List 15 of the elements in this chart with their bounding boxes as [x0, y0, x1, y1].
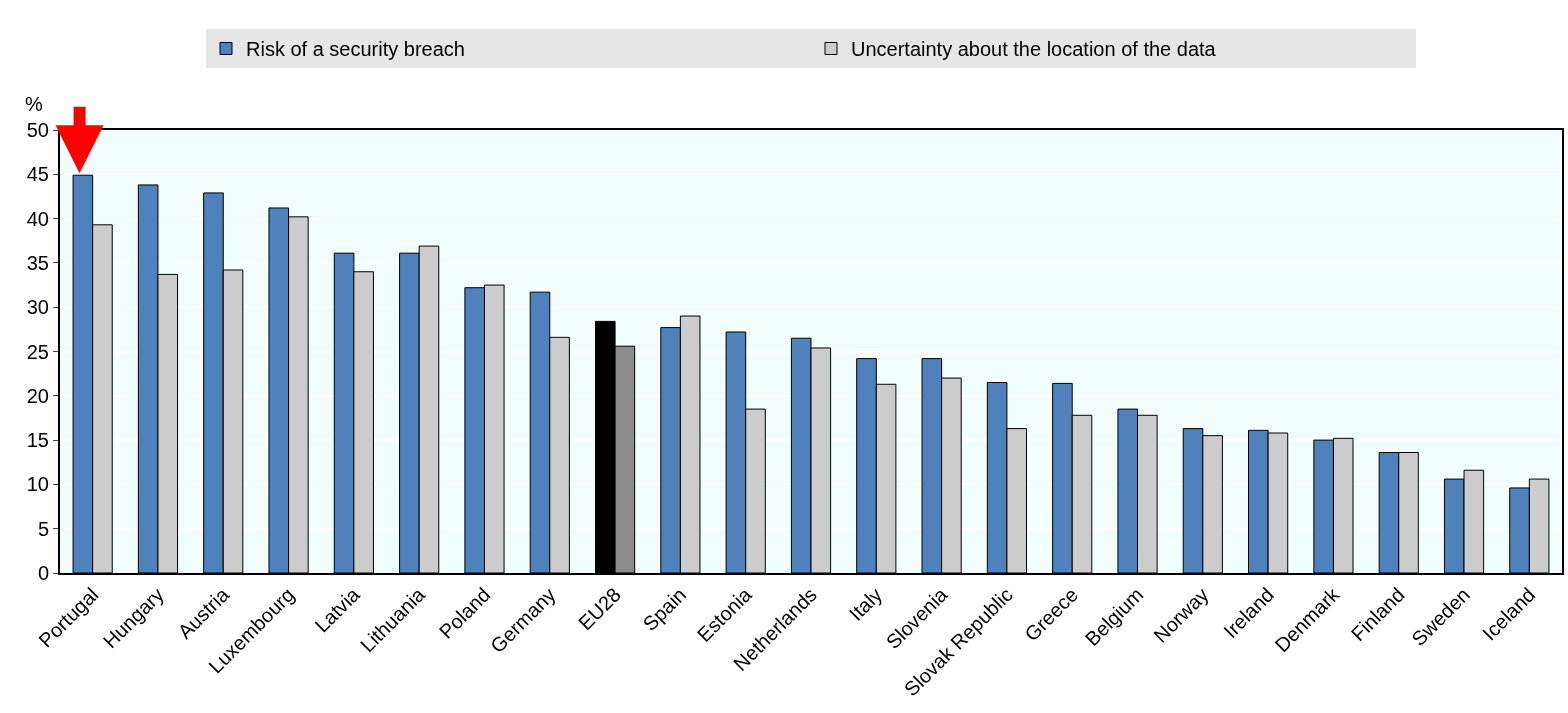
y-tick-label: 15: [26, 429, 49, 452]
y-tick-label: 45: [26, 163, 49, 186]
y-tick-label: 0: [37, 562, 49, 584]
y-tick-label: 20: [26, 384, 49, 407]
y-tick-label: 50: [26, 119, 49, 141]
y-tick-label: 30: [26, 296, 49, 319]
y-tick-label: 35: [26, 251, 49, 274]
y-tick-label: 10: [26, 473, 49, 496]
y-tick-label: 5: [37, 517, 49, 540]
legend-label: Risk of a security breach: [246, 38, 465, 61]
legend-label: Uncertainty about the location of the data: [851, 38, 1217, 61]
y-tick-label: 40: [26, 207, 49, 230]
y-axis-title: %: [25, 93, 43, 115]
y-tick-label: 25: [26, 340, 49, 363]
x-tick-label: Italy: [844, 583, 887, 625]
